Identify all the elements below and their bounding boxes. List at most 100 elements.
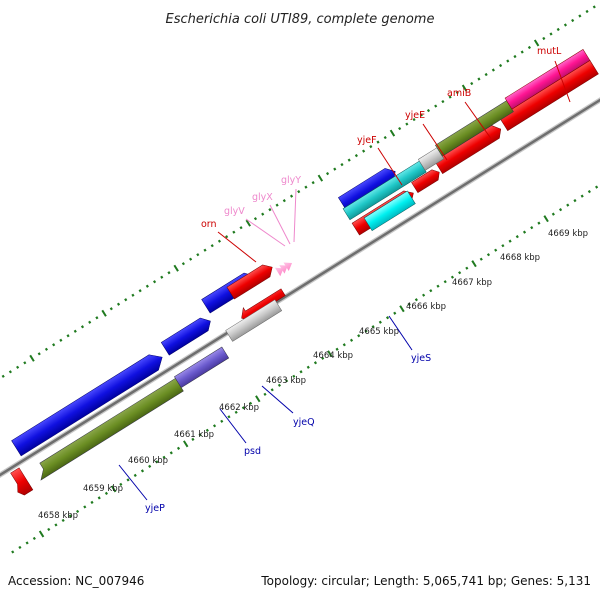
kbp-label: 4664 kbp [313, 351, 353, 361]
tick-mark-outer [506, 59, 510, 63]
tick-mark-inner [110, 485, 117, 493]
tick-mark-outer [66, 334, 70, 338]
kbp-label: 4667 kbp [452, 278, 492, 288]
tick-mark-outer [419, 113, 423, 117]
gene-label-amiB[interactable]: amiB [447, 88, 471, 99]
tick-mark-inner [407, 302, 411, 306]
tick-mark-inner [342, 343, 346, 347]
gene-label-yjeF[interactable]: yjeF [357, 135, 377, 146]
tick-mark-outer [239, 226, 243, 230]
tick-mark-inner [385, 316, 390, 320]
gene-yjeP-reverse-block[interactable] [33, 378, 184, 481]
gene-psd-arrow[interactable] [160, 314, 214, 356]
tick-mark-outer [29, 354, 35, 362]
tick-mark-outer [527, 45, 531, 50]
kbp-label: 4669 kbp [548, 229, 588, 239]
tick-mark-outer [333, 167, 337, 171]
tick-mark-outer [282, 199, 286, 203]
tick-mark-outer [354, 154, 358, 158]
tick-mark-inner [255, 395, 261, 403]
gene-label-yjeP[interactable]: yjeP [145, 503, 165, 514]
tick-mark-outer [44, 347, 49, 351]
tick-mark-outer [461, 84, 468, 92]
tick-mark-outer [340, 163, 344, 167]
gene-leader-line [293, 188, 297, 243]
tick-mark-outer [542, 36, 546, 41]
tick-mark-inner [198, 433, 202, 437]
kbp-label: 4665 kbp [359, 327, 399, 337]
tick-mark-inner [494, 248, 498, 252]
tick-mark-inner [133, 473, 137, 477]
map-track [0, 0, 600, 554]
tick-mark-outer [426, 108, 431, 113]
trna-glyX-mark[interactable] [279, 261, 290, 274]
gene-label-glyX[interactable]: glyX [252, 192, 273, 203]
gene-leader-line [245, 218, 286, 247]
gene-yjeS-block[interactable] [363, 190, 416, 232]
tick-mark-outer [499, 63, 503, 68]
tick-mark-inner [162, 455, 166, 459]
kbp-label: 4660 kbp [128, 456, 168, 466]
gene-label-psd[interactable]: psd [244, 446, 261, 457]
tick-mark-outer [325, 172, 330, 176]
tick-mark-outer [261, 212, 265, 216]
tick-mark-inner [277, 383, 281, 387]
tick-mark-outer [533, 39, 540, 47]
tick-mark-outer [275, 203, 279, 207]
tick-mark-inner [515, 235, 519, 239]
gene-psd-block[interactable] [174, 346, 230, 389]
tick-mark-inner [126, 478, 130, 482]
tick-mark-outer [37, 352, 41, 356]
tick-mark-inner [465, 266, 469, 270]
gene-orn-partner-arrow[interactable] [226, 261, 276, 300]
gene-leader-line [217, 231, 257, 263]
gene-label-yjeS[interactable]: yjeS [411, 353, 431, 364]
trna-glyY-mark[interactable] [283, 259, 294, 271]
tick-mark-inner [522, 230, 527, 234]
gene-leader-line [388, 315, 413, 351]
genome-summary: Topology: circular; Length: 5,065,741 bp… [260, 574, 591, 588]
gene-label-glyV[interactable]: glyV [224, 206, 245, 217]
tick-mark-outer [268, 208, 272, 212]
tick-mark-outer [585, 9, 589, 14]
tick-mark-inner [450, 275, 454, 279]
backbone-line [0, 71, 600, 498]
gene-yjeQ-block[interactable] [225, 299, 283, 342]
gene-label-yjeE[interactable]: yjeE [405, 110, 425, 121]
tick-mark-inner [148, 464, 152, 468]
tick-mark-inner [83, 505, 87, 509]
tick-mark-inner [38, 530, 45, 538]
gene-mutL-block[interactable] [504, 49, 591, 110]
tick-mark-inner [32, 536, 36, 541]
tick-mark-outer [304, 185, 308, 189]
tick-mark-inner [436, 284, 440, 288]
tick-mark-inner [422, 293, 426, 297]
trna-glyV-mark[interactable] [274, 264, 286, 277]
gene-leader-line [269, 204, 291, 245]
gene-yjeE-arrow[interactable] [411, 167, 443, 194]
gene-label-mutL[interactable]: mutL [537, 46, 562, 57]
tick-mark-inner [25, 541, 29, 545]
tick-mark-inner [357, 334, 361, 338]
tick-mark-inner [587, 190, 591, 194]
tick-mark-inner [176, 446, 181, 450]
gene-label-orn[interactable]: orn [201, 219, 217, 230]
tick-mark-inner [364, 329, 368, 333]
tick-mark-inner [306, 365, 310, 369]
tick-mark-inner [595, 185, 599, 189]
tick-mark-outer [520, 50, 524, 54]
tick-mark-outer [109, 307, 113, 311]
gene-yjeP-forward-arrow[interactable] [11, 350, 167, 457]
tick-mark-outer [16, 365, 20, 369]
gene-label-glyY[interactable]: glyY [281, 175, 301, 186]
reverse-strand-features [7, 190, 416, 497]
tick-mark-outer [23, 361, 27, 365]
gene-edge-red-arrow[interactable] [7, 467, 34, 497]
kbp-label: 4666 kbp [406, 302, 446, 312]
gene-label-yjeQ[interactable]: yjeQ [293, 417, 315, 428]
gene-leader-line [261, 385, 294, 414]
tick-mark-outer [491, 68, 495, 72]
tick-mark-outer [389, 129, 396, 137]
tick-mark-inner [414, 298, 418, 302]
tick-mark-inner [573, 199, 577, 203]
